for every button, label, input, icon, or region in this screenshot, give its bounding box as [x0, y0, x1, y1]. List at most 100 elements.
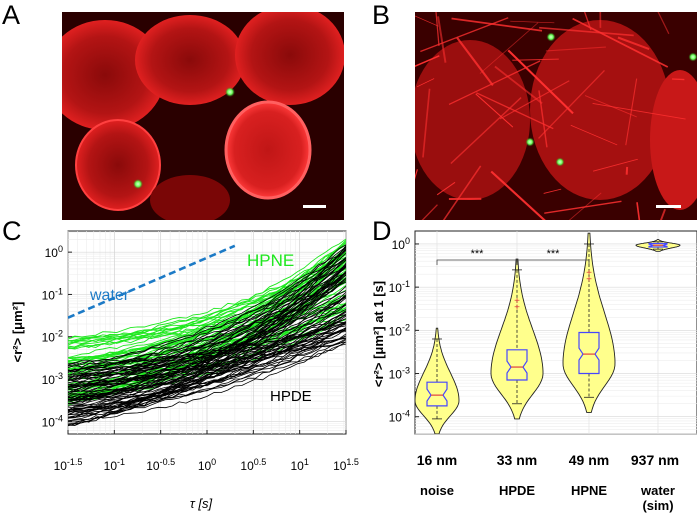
- hpde-series-line: [68, 322, 346, 405]
- actin-fiber: [415, 15, 439, 27]
- annotation-hpne: HPNE: [247, 251, 294, 270]
- hpde-series-line: [68, 314, 346, 391]
- grid: [415, 231, 697, 435]
- y-tick-label: 10-4: [389, 409, 410, 425]
- x-tick-label: 10-0.5: [146, 457, 175, 473]
- actin-fiber: [499, 80, 570, 120]
- significance-label: ***: [471, 248, 485, 260]
- box: [506, 349, 528, 381]
- actin-fibers: [415, 12, 686, 220]
- hpde-series-line: [68, 321, 346, 404]
- water-series-line: [68, 244, 236, 319]
- hpde-series-line: [68, 335, 346, 365]
- category-label: HPDE: [499, 483, 535, 498]
- violins: ++++: [415, 232, 681, 434]
- actin-fiber: [451, 17, 543, 32]
- y-tick-label: 10-1: [42, 286, 63, 302]
- actin-fiber: [544, 200, 622, 214]
- hpne-series-line: [68, 238, 346, 359]
- hpde-series-line: [68, 259, 346, 376]
- outlier-marker: +: [514, 303, 520, 314]
- micrograph-hpde: [62, 12, 344, 220]
- annotation-hpde: HPDE: [270, 388, 312, 405]
- significance-brackets: *** ***: [436, 248, 590, 265]
- series-lines: [68, 238, 346, 427]
- category-label: noise: [420, 483, 454, 498]
- x-tick-label: 101: [290, 457, 308, 473]
- hpne-series-line: [68, 242, 346, 400]
- hpde-series-line: [68, 329, 346, 418]
- actin-fiber: [617, 36, 650, 51]
- violin-shape: [490, 258, 544, 420]
- actin-fiber: [435, 12, 440, 46]
- panel-label-a: A: [2, 0, 21, 30]
- actin-fiber: [592, 103, 686, 120]
- y-tick-label: 10-1: [389, 279, 410, 295]
- hpde-series-line: [68, 258, 346, 373]
- hpde-series-line: [68, 272, 346, 372]
- annotation-water: water: [89, 287, 130, 304]
- hpde-series-line: [68, 257, 346, 366]
- size-label: 49 nm: [569, 452, 609, 468]
- axis-ticks: 10-1.5 10-1 10-0.5 100 100.5 101 101.5 10-4 10-3…: [42, 244, 359, 473]
- y-tick-label: 10-3: [389, 366, 410, 382]
- actin-fiber: [494, 65, 543, 105]
- y-tick-label: 10-2: [42, 329, 63, 345]
- actin-fiber: [657, 12, 670, 35]
- hpde-series-line: [68, 274, 346, 393]
- actin-fiber: [572, 17, 669, 68]
- fluorescent-bead: [546, 32, 556, 42]
- fluorescent-bead: [225, 87, 235, 97]
- hpne-series-line: [68, 258, 346, 362]
- y-tick-label: 100: [45, 244, 63, 260]
- actin-fiber: [475, 93, 514, 128]
- actin-fiber: [512, 58, 559, 61]
- hpde-series-line: [68, 266, 346, 413]
- actin-fiber: [636, 202, 641, 220]
- actin-fiber: [570, 124, 618, 146]
- actin-fiber: [479, 22, 539, 74]
- x-axis-label: τ [s]: [190, 496, 213, 511]
- actin-fiber: [545, 46, 606, 52]
- actin-fiber: [416, 78, 435, 88]
- cell: [650, 70, 697, 210]
- actin-fiber: [415, 169, 418, 180]
- significance-label: ***: [547, 248, 561, 260]
- msd-chart: 10-1.5 10-1 10-0.5 100 100.5 101 101.5 10-4 10-3…: [10, 230, 359, 511]
- actin-fiber: [543, 188, 562, 194]
- hpne-series-line: [68, 267, 346, 343]
- actin-fiber: [422, 88, 431, 158]
- fluorescent-bead: [133, 179, 143, 189]
- panel-label-c: C: [2, 216, 22, 246]
- hpde-series-line: [68, 318, 346, 387]
- actin-fiber: [490, 170, 546, 220]
- outlier-marker: +: [586, 275, 592, 286]
- hpde-series-line: [68, 280, 346, 399]
- actin-fiber: [450, 97, 522, 165]
- actin-fiber: [436, 181, 456, 196]
- cell: [75, 119, 161, 211]
- violin-shape: [562, 232, 616, 413]
- panel-label-d: D: [372, 216, 392, 246]
- hpne-series-line: [68, 241, 346, 365]
- x-tick-label: 10-1.5: [54, 457, 83, 473]
- fluorescent-bead: [688, 52, 697, 62]
- cell: [135, 15, 245, 105]
- size-labels: 16 nm 33 nm 49 nm 937 nm: [417, 452, 679, 468]
- category-label: HPNE: [571, 483, 607, 498]
- fluorescent-bead: [525, 137, 535, 147]
- significance-bracket: [516, 259, 590, 265]
- hpde-series-line: [68, 248, 346, 381]
- hpde-series-line: [68, 246, 346, 368]
- hpde-series-line: [68, 314, 346, 401]
- cell: [530, 20, 670, 200]
- actin-fiber: [415, 55, 440, 68]
- actin-fiber: [510, 20, 555, 24]
- fluorescent-bead: [555, 157, 565, 167]
- y-tick-label: 100: [392, 236, 410, 252]
- outlier-marker: +: [514, 296, 520, 307]
- actin-fiber: [671, 78, 685, 81]
- box: [648, 242, 668, 248]
- cell: [150, 175, 230, 220]
- actin-fiber: [583, 12, 592, 31]
